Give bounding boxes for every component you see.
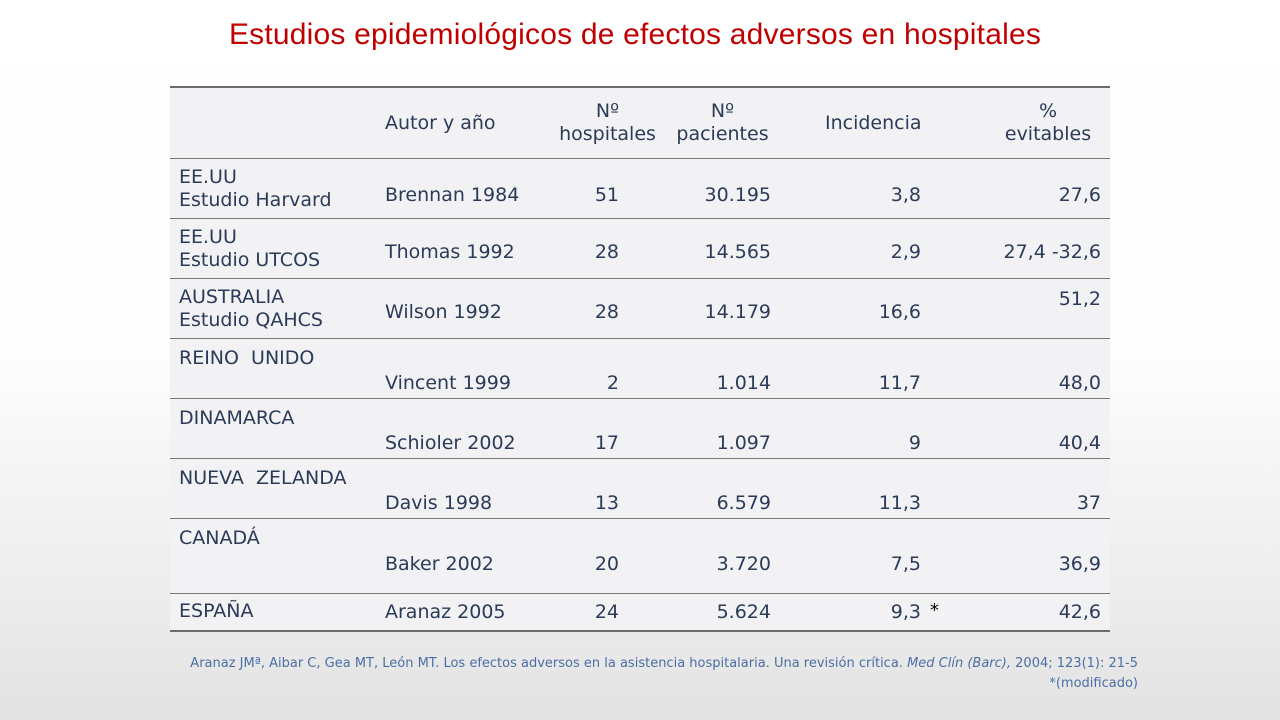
study-name: Estudio UTCOS	[179, 249, 321, 271]
country-name: EE.UU	[179, 166, 237, 188]
country-name: NUEVA ZELANDA	[179, 467, 347, 489]
header-evitables: % evitables	[998, 100, 1098, 146]
evitables-cell: 42,6	[1058, 601, 1101, 623]
studies-table: Autor y año Nº hospitales Nº pacientes I…	[170, 86, 1110, 632]
evitables-cell: 36,9	[1058, 553, 1101, 575]
author-cell: Thomas 1992	[385, 241, 515, 263]
evitables-cell: 48,0	[1058, 372, 1101, 394]
author-cell: Davis 1998	[385, 492, 493, 514]
header-hospitales-line1: Nº	[595, 100, 620, 122]
country-cell: EE.UU Estudio Harvard	[179, 166, 332, 212]
incidence-value: 9,3	[890, 601, 921, 623]
table-row: CANADÁ Baker 2002 20 3.720 7,5 36,9	[170, 518, 1110, 593]
author-cell: Schioler 2002	[385, 432, 516, 454]
incidence-cell: 3,8	[890, 184, 921, 206]
modified-note: *(modificado)	[1049, 676, 1138, 691]
citation-journal: Med Clín (Barc),	[907, 656, 1012, 671]
country-name: AUSTRALIA	[179, 286, 285, 308]
study-name: Estudio Harvard	[179, 189, 332, 211]
header-pacientes-line1: Nº	[710, 100, 735, 122]
country-cell: AUSTRALIA Estudio QAHCS	[179, 286, 323, 332]
evitables-cell: 40,4	[1058, 432, 1101, 454]
author-cell: Wilson 1992	[385, 301, 502, 323]
header-evitables-line1: %	[1038, 100, 1058, 122]
incidence-cell: 2,9	[890, 241, 921, 263]
header-autor: Autor y año	[385, 112, 496, 134]
hospitals-cell: 51	[594, 184, 619, 206]
evitables-cell: 51,2	[1058, 288, 1101, 310]
citation-text: Aranaz JMª, Aibar C, Gea MT, León MT. Lo…	[190, 656, 903, 671]
patients-cell: 5.624	[716, 601, 771, 623]
header-incidencia: Incidencia	[825, 112, 922, 134]
incidence-cell: 16,6	[878, 301, 921, 323]
table-row: EE.UU Estudio UTCOS Thomas 1992 28 14.56…	[170, 218, 1110, 278]
incidence-cell: 7,5	[890, 553, 921, 575]
patients-cell: 14.179	[704, 301, 771, 323]
hospitals-cell: 2	[606, 372, 619, 394]
incidence-cell: 11,7	[878, 372, 921, 394]
patients-cell: 6.579	[716, 492, 771, 514]
patients-cell: 1.014	[716, 372, 771, 394]
table-row: ESPAÑA Aranaz 2005 24 5.624 9,3 * 42,6	[170, 593, 1110, 630]
author-cell: Vincent 1999	[385, 372, 511, 394]
incidence-cell: 9,3 *	[825, 600, 945, 624]
patients-cell: 30.195	[704, 184, 771, 206]
hospitals-cell: 13	[594, 492, 619, 514]
country-name: ESPAÑA	[179, 600, 254, 622]
evitables-cell: 27,6	[1058, 184, 1101, 206]
author-cell: Aranaz 2005	[385, 601, 506, 623]
table-header-row: Autor y año Nº hospitales Nº pacientes I…	[170, 88, 1110, 158]
patients-cell: 14.565	[704, 241, 771, 263]
author-cell: Baker 2002	[385, 553, 494, 575]
header-pacientes: Nº pacientes	[670, 100, 775, 146]
hospitals-cell: 17	[594, 432, 619, 454]
country-name: CANADÁ	[179, 527, 260, 549]
incidence-cell: 11,3	[878, 492, 921, 514]
page-title: Estudios epidemiológicos de efectos adve…	[228, 18, 1042, 51]
table-row: NUEVA ZELANDA Davis 1998 13 6.579 11,3 3…	[170, 458, 1110, 518]
country-name: DINAMARCA	[179, 407, 295, 429]
country-cell: EE.UU Estudio UTCOS	[179, 226, 320, 272]
country-name: REINO UNIDO	[179, 347, 315, 369]
header-hospitales: Nº hospitales	[555, 100, 660, 146]
table-row: DINAMARCA Schioler 2002 17 1.097 9 40,4	[170, 398, 1110, 458]
table-row: REINO UNIDO Vincent 1999 2 1.014 11,7 48…	[170, 338, 1110, 398]
patients-cell: 1.097	[716, 432, 771, 454]
incidence-cell: 9	[908, 432, 921, 454]
evitables-cell: 27,4 -32,6	[1003, 241, 1101, 263]
patients-cell: 3.720	[716, 553, 771, 575]
citation-details: 2004; 123(1): 21-5	[1015, 656, 1138, 671]
hospitals-cell: 20	[594, 553, 619, 575]
incidence-asterisk: *	[929, 600, 940, 621]
hospitals-cell: 28	[594, 241, 619, 263]
study-name: Estudio QAHCS	[179, 309, 323, 331]
table-row: EE.UU Estudio Harvard Brennan 1984 51 30…	[170, 158, 1110, 218]
country-name: EE.UU	[179, 226, 237, 248]
header-hospitales-line2: hospitales	[559, 123, 656, 145]
hospitals-cell: 24	[594, 601, 619, 623]
citation-line: Aranaz JMª, Aibar C, Gea MT, León MT. Lo…	[190, 654, 1138, 674]
author-cell: Brennan 1984	[385, 184, 520, 206]
header-pacientes-line2: pacientes	[676, 123, 769, 145]
table-row: AUSTRALIA Estudio QAHCS Wilson 1992 28 1…	[170, 278, 1110, 338]
evitables-cell: 37	[1076, 492, 1101, 514]
hospitals-cell: 28	[594, 301, 619, 323]
header-evitables-line2: evitables	[1004, 123, 1092, 145]
citation: Aranaz JMª, Aibar C, Gea MT, León MT. Lo…	[190, 654, 1138, 694]
